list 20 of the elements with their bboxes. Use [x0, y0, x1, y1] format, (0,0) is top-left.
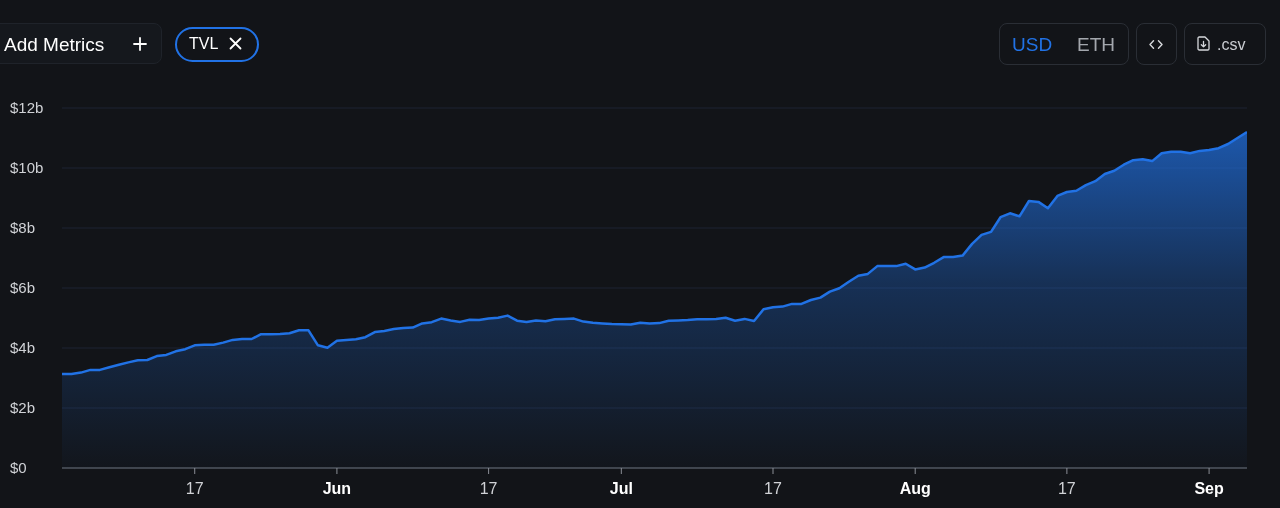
x-tick-label: Sep: [1194, 480, 1224, 497]
y-tick-label: $4b: [10, 339, 36, 357]
x-tick-label: Jul: [609, 480, 633, 497]
x-tick-label: 17: [479, 480, 498, 497]
y-tick-label: $6b: [10, 279, 36, 297]
text: USD: [1012, 34, 1053, 55]
y-tick-label: $12b: [10, 99, 44, 117]
y-tick-label: $0: [10, 459, 27, 477]
text: Add Metrics: [4, 34, 105, 55]
x-tick-label: 17: [1057, 480, 1076, 497]
x-tick-label: Jun: [322, 480, 352, 497]
text: TVL: [189, 35, 219, 52]
y-tick-label: $2b: [10, 399, 36, 417]
x-tick-label: 17: [764, 480, 782, 497]
x-tick-label: Aug: [899, 480, 931, 497]
text: .csv: [1217, 36, 1246, 53]
y-tick-label: $10b: [10, 159, 44, 177]
text: ETH: [1077, 34, 1115, 55]
y-tick-label: $8b: [10, 219, 36, 237]
x-tick-label: 17: [185, 480, 204, 497]
